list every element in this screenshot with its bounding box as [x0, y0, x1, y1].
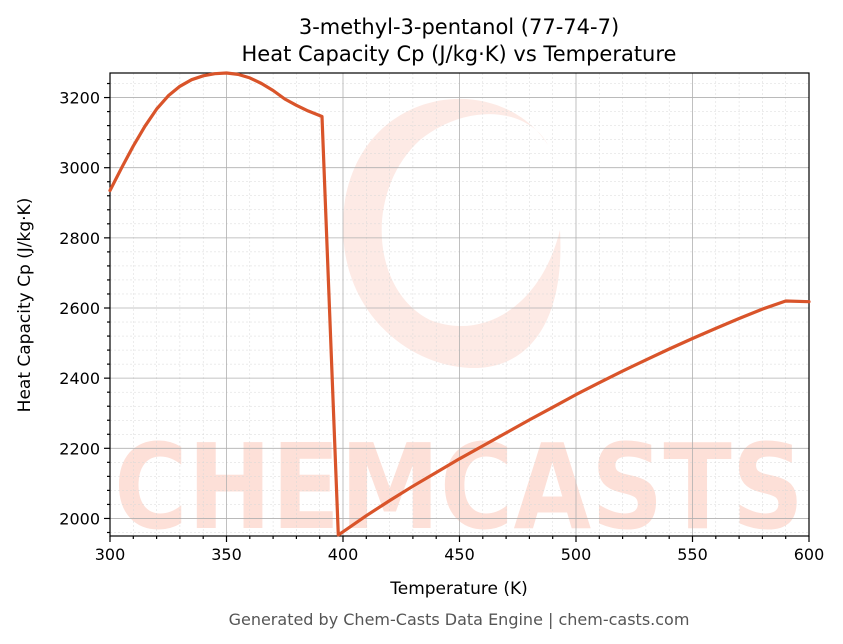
y-tick-label: 3200	[59, 89, 100, 108]
chart-subtitle: Heat Capacity Cp (J/kg·K) vs Temperature	[242, 42, 677, 66]
x-axis-label: Temperature (K)	[389, 579, 528, 599]
x-tick-label: 500	[561, 545, 592, 564]
x-tick-label: 450	[444, 545, 475, 564]
x-tick-label: 350	[211, 545, 242, 564]
x-tick-label: 300	[95, 545, 126, 564]
series-line	[108, 71, 811, 537]
y-tick-label: 2800	[59, 229, 100, 248]
x-tick-label: 400	[328, 545, 359, 564]
y-tick-label: 3000	[59, 159, 100, 178]
footer-credit: Generated by Chem-Casts Data Engine | ch…	[229, 610, 690, 629]
chart-title: 3-methyl-3-pentanol (77-74-7)	[299, 15, 619, 39]
y-tick-label: 2600	[59, 299, 100, 318]
y-tick-label: 2400	[59, 369, 100, 388]
x-axis: 300 350 400 450 500 550 600	[95, 536, 825, 564]
y-axis-label: Heat Capacity Cp (J/kg·K)	[15, 198, 35, 413]
y-tick-label: 2000	[59, 509, 100, 528]
watermark-swirl	[342, 98, 561, 369]
x-tick-label: 600	[794, 545, 825, 564]
series-layer	[108, 71, 811, 537]
watermark: CHEMCASTS	[114, 98, 804, 556]
watermark-text: CHEMCASTS	[114, 418, 804, 556]
y-axis: 2000 2200 2400 2600 2800 3000 3200	[59, 82, 110, 534]
y-tick-label: 2200	[59, 439, 100, 458]
x-tick-label: 550	[677, 545, 708, 564]
